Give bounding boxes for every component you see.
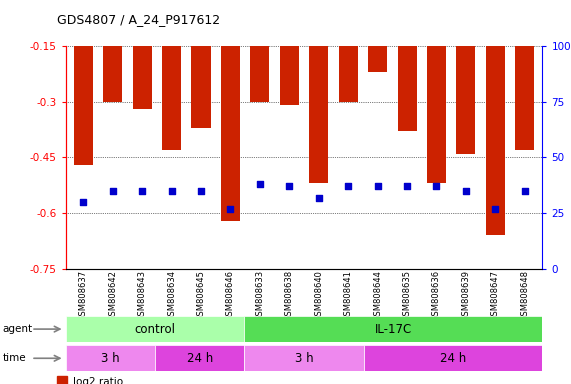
Bar bbox=[339, 0, 358, 102]
Bar bbox=[515, 0, 534, 150]
Text: control: control bbox=[135, 323, 175, 336]
Bar bbox=[74, 0, 93, 165]
Bar bbox=[486, 0, 505, 235]
Text: 3 h: 3 h bbox=[101, 352, 120, 365]
Bar bbox=[132, 0, 152, 109]
Bar bbox=[280, 0, 299, 106]
Text: agent: agent bbox=[3, 324, 33, 334]
Bar bbox=[66, 345, 155, 371]
Bar bbox=[244, 316, 542, 342]
Point bbox=[108, 188, 117, 194]
Point bbox=[520, 188, 529, 194]
Text: 24 h: 24 h bbox=[187, 352, 213, 365]
Point bbox=[344, 183, 353, 189]
Bar bbox=[309, 0, 328, 184]
Point bbox=[138, 188, 147, 194]
Bar bbox=[155, 345, 244, 371]
Point bbox=[285, 183, 294, 189]
Point bbox=[461, 188, 471, 194]
Text: time: time bbox=[3, 353, 26, 363]
Bar bbox=[427, 0, 446, 184]
Bar bbox=[368, 0, 387, 72]
Point bbox=[373, 183, 382, 189]
Point bbox=[167, 188, 176, 194]
Bar bbox=[244, 345, 364, 371]
Point bbox=[432, 183, 441, 189]
Text: GDS4807 / A_24_P917612: GDS4807 / A_24_P917612 bbox=[57, 13, 220, 26]
Bar bbox=[250, 0, 270, 102]
Bar bbox=[397, 0, 417, 131]
Point bbox=[196, 188, 206, 194]
Bar bbox=[456, 0, 476, 154]
Point bbox=[226, 205, 235, 212]
Point bbox=[491, 205, 500, 212]
Point bbox=[314, 194, 323, 200]
Point bbox=[255, 181, 264, 187]
Bar bbox=[57, 376, 67, 384]
Text: IL-17C: IL-17C bbox=[375, 323, 412, 336]
Bar bbox=[221, 0, 240, 220]
Point bbox=[403, 183, 412, 189]
Bar bbox=[162, 0, 181, 150]
Text: 24 h: 24 h bbox=[440, 352, 466, 365]
Bar bbox=[191, 0, 211, 128]
Text: 3 h: 3 h bbox=[295, 352, 313, 365]
Bar bbox=[66, 316, 244, 342]
Bar bbox=[364, 345, 542, 371]
Point bbox=[79, 199, 88, 205]
Text: log2 ratio: log2 ratio bbox=[73, 377, 123, 384]
Bar bbox=[103, 0, 122, 102]
